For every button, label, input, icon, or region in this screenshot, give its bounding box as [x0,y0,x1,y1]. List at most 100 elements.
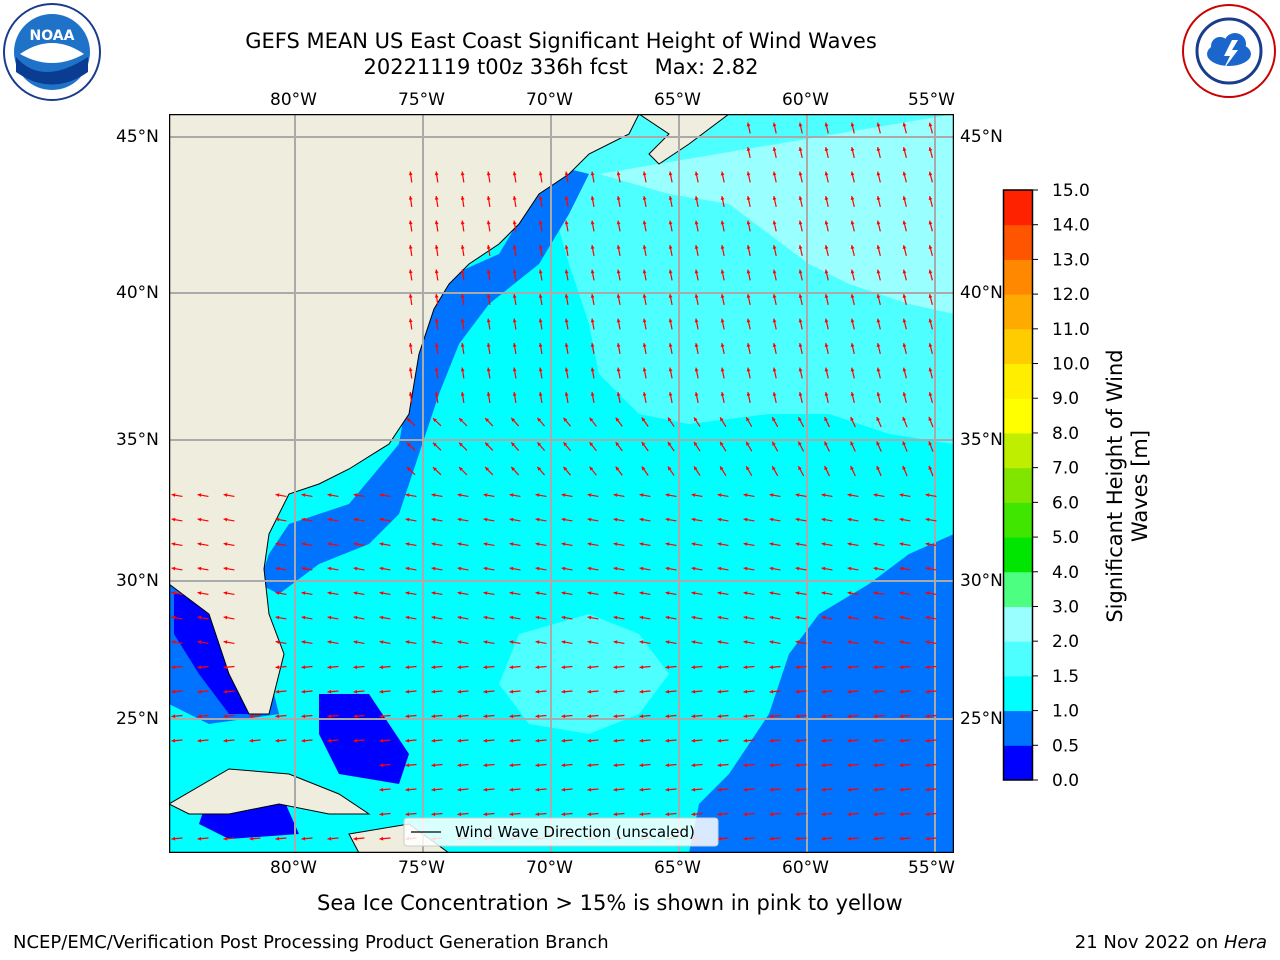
wave-arrow-head [431,714,436,719]
wave-arrow-head [486,196,491,200]
wave-arrow-head [743,714,748,719]
wave-arrow-head [902,318,907,323]
wave-arrow-head [899,640,904,645]
wave-arrow-head [486,318,491,323]
wave-arrow-head [769,566,774,571]
lon-label-top-4: 60°W [782,90,829,110]
wave-arrow-head [408,343,413,347]
wave-arrow-head [795,763,800,768]
wave-arrow-head [509,714,514,719]
colorbar-segment [1003,259,1033,295]
wave-arrow-head [537,417,542,422]
wave-arrow-head [639,591,644,596]
wave-arrow-head [460,367,465,372]
wave-arrow-head [665,787,670,792]
wave-arrow-head [613,812,618,817]
wave-arrow-head [824,269,829,274]
lon-label-bottom-0: 80°W [270,858,317,878]
footer-date: 21 Nov 2022 on [1074,932,1224,953]
wave-arrow-head [457,665,462,670]
wave-arrow-head [327,640,332,645]
wave-arrow-head [563,466,568,471]
wave-arrow-head [408,220,413,225]
wave-arrow-head [821,689,826,694]
wave-arrow-head [587,689,592,694]
wave-arrow-head [769,615,774,620]
wave-arrow-head [668,245,673,249]
colorbar-tick-label: 12.0 [1052,285,1090,305]
wave-arrow-head [616,269,621,274]
wave-arrow-head [587,787,592,792]
wave-arrow-head [746,171,751,176]
wave-arrow-head [899,763,904,768]
wave-arrow-head [665,714,670,719]
wave-arrow-head [459,442,463,447]
wave-arrow-head [301,714,306,719]
wave-arrow-head [301,689,306,694]
wave-arrow-head [902,196,907,201]
wave-arrow-head [798,122,803,127]
colorbar-tick-label: 9.0 [1052,389,1079,409]
wave-arrow-head [535,787,540,792]
wave-arrow-head [902,416,907,421]
wave-arrow-head [535,615,540,620]
wave-arrow-head [772,122,777,127]
wave-arrow-head [485,467,490,471]
wave-arrow-head [850,245,855,250]
wave-arrow-head [327,836,332,841]
wave-arrow-head [769,665,774,670]
wave-arrow-head [824,147,829,152]
wave-arrow-head [223,566,228,571]
wave-arrow-head [746,220,751,225]
wave-arrow-head [613,493,618,498]
wave-arrow-head [561,738,566,743]
wave-arrow-head [613,689,618,694]
wave-arrow-head [561,763,566,768]
wave-arrow-head [928,220,933,225]
wave-arrow-head [434,171,439,176]
wave-arrow-head [798,392,803,396]
wave-arrow-head [275,689,280,694]
wave-arrow-head [434,245,439,249]
colorbar-segment [1003,363,1033,399]
wave-arrow-head [486,392,491,396]
wave-arrow-head [928,122,933,127]
wave-arrow-head [512,343,517,347]
wave-arrow-head [821,542,826,547]
wave-arrow-head [197,615,202,620]
wave-arrow-head [769,640,774,645]
wave-arrow-head [772,318,777,323]
wave-arrow-head [928,465,933,470]
wave-arrow-head [171,714,176,719]
wave-arrow-head [772,147,777,151]
wave-arrow-head [928,343,933,348]
wave-arrow-head [483,542,488,547]
wave-arrow-head [772,269,777,274]
wave-arrow-head [457,566,462,571]
colorbar-tick-label: 6.0 [1052,493,1079,513]
wave-arrow-head [249,714,254,719]
wave-arrow-head [639,812,644,817]
wave-arrow-head [769,714,774,719]
colorbar-tick-label: 0.0 [1052,771,1079,790]
wave-arrow-head [720,294,725,298]
wave-arrow-head [535,542,540,547]
wave-arrow-head [509,517,514,522]
wave-arrow-head [795,615,800,620]
wave-arrow-head [353,566,358,571]
wave-arrow-head [720,392,725,396]
wave-arrow-head [457,787,462,792]
wave-arrow-head [902,441,907,446]
arrow-legend: Wind Wave Direction (unscaled) [403,817,719,847]
wave-arrow-head [197,493,202,498]
wave-arrow-head [639,714,644,719]
wave-arrow-head [847,812,852,817]
wave-arrow-head [613,738,618,743]
wave-arrow-head [512,220,517,225]
wave-arrow-head [616,318,621,323]
wave-arrow-head [509,787,514,792]
wave-arrow-head [535,689,540,694]
wave-arrow-head [925,787,930,792]
lon-label-bottom-5: 55°W [908,858,955,878]
wave-arrow-head [561,566,566,571]
